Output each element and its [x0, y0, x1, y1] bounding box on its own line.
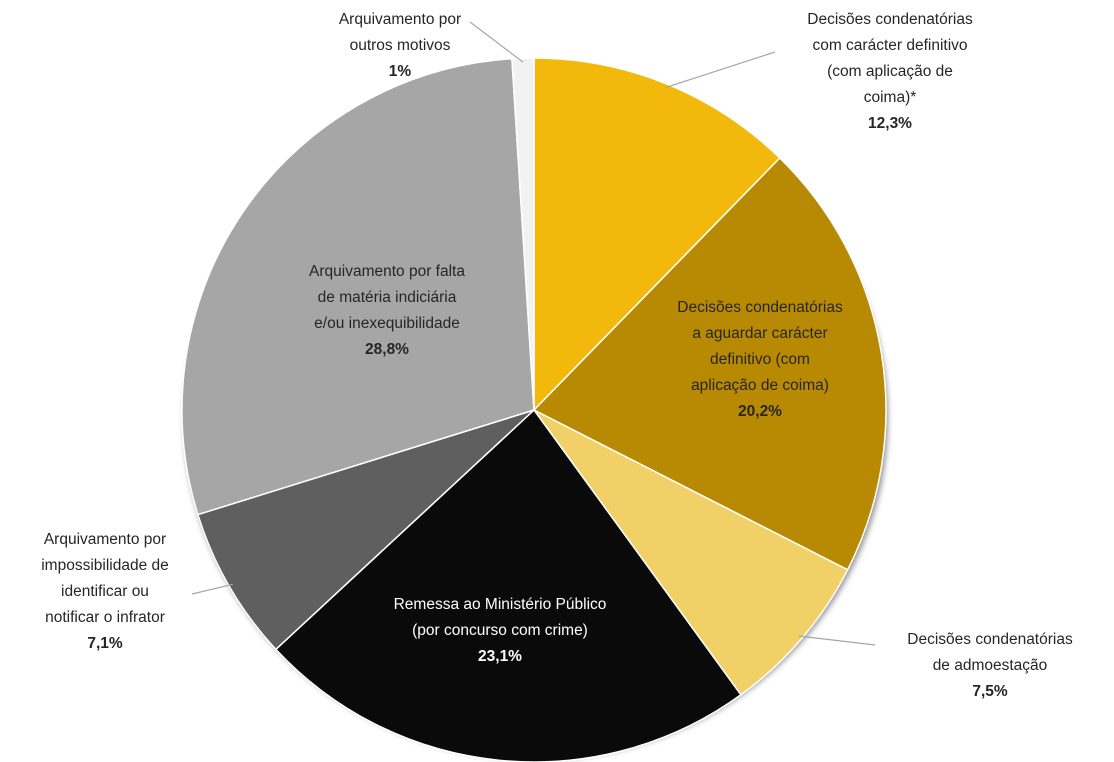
leader-line: [191, 583, 233, 595]
slice-value-label: 23,1%: [478, 648, 522, 665]
slice-label: Decisões condenatórias de admoestação: [907, 631, 1073, 674]
slice-label: Remessa ao Ministério Público (por concur…: [394, 596, 607, 639]
slice-value-label: 7,5%: [972, 683, 1008, 700]
pie-slice: [532, 156, 887, 571]
slice-value-label: 12,3%: [868, 115, 912, 132]
pie-slice: [274, 408, 742, 762]
pie-slice: [533, 57, 781, 412]
slice-label: Arquivamento por outros motivos: [339, 11, 461, 54]
leader-line: [469, 21, 524, 63]
slice-label: Decisões condenatórias com carácter defin…: [807, 11, 973, 106]
pie-slice: [181, 57, 535, 516]
slice-value-label: 1%: [389, 63, 412, 80]
leader-line: [664, 51, 776, 89]
slice-value-label: 7,1%: [87, 635, 123, 652]
pie-slice: [196, 409, 535, 651]
pie-slice: [511, 57, 535, 411]
leader-line: [798, 635, 876, 646]
pie-slice: [533, 409, 849, 696]
slice-value-label: 20,2%: [738, 403, 782, 420]
slice-label: Decisões condenatórias a aguardar carácte…: [677, 299, 843, 394]
slice-label: Arquivamento por falta de matéria indiciá…: [309, 263, 465, 332]
slice-value-label: 28,8%: [365, 341, 409, 358]
slice-label: Arquivamento por impossibilidade de identi…: [41, 531, 169, 626]
